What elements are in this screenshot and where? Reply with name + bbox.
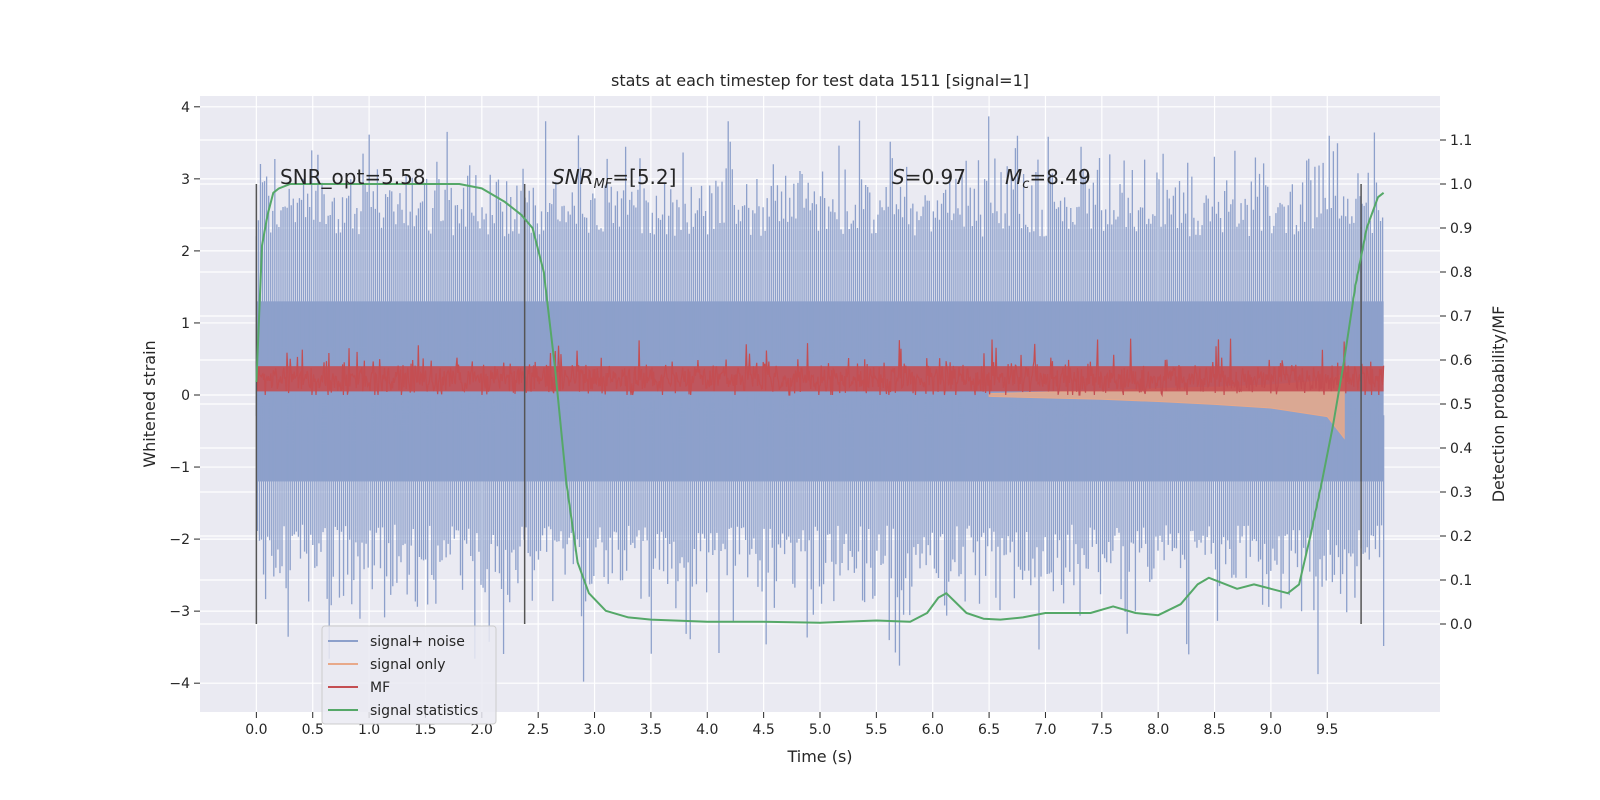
x-tick-label: 5.0 — [809, 722, 831, 738]
x-tick-label: 1.0 — [358, 722, 380, 738]
x-tick-label: 8.0 — [1147, 722, 1169, 738]
x-tick-labels: 0.0 0.5 1.0 1.5 2.0 2.5 3.0 3.5 4.0 4.5 5.0 5.5 6.0 6… — [245, 712, 1338, 738]
s-symbol: S — [892, 165, 905, 189]
y-tick-label: 4 — [181, 100, 190, 116]
signal-noise-trace-down — [256, 333, 1385, 682]
x-tick-label: 2.0 — [471, 722, 493, 738]
signal-statistics-line — [255, 183, 1385, 624]
mc-annotation: Mc=8.49 — [1005, 165, 1091, 192]
y-right-tick-label: 0.4 — [1450, 441, 1472, 457]
x-axis-label: Time (s) — [786, 747, 852, 766]
x-tick-label: 8.5 — [1203, 722, 1225, 738]
legend-box — [321, 625, 497, 725]
snr-opt-annotation: SNR_opt=5.58 — [280, 165, 426, 189]
x-tick-label: 9.0 — [1260, 722, 1282, 738]
y-right-tick-label: 0.0 — [1450, 617, 1472, 633]
y-right-tick-label: 1.0 — [1450, 177, 1472, 193]
y-right-axis-label: Detection probability/MF — [1489, 306, 1508, 503]
y-tick-label: −2 — [169, 532, 190, 548]
x-tick-label: 2.5 — [527, 722, 549, 738]
x-tick-label: 1.5 — [414, 722, 436, 738]
snr-mf-subscript: MF — [594, 177, 613, 192]
y-tick-labels: −4 −3 −2 −1 0 1 2 3 4 — [169, 100, 200, 692]
legend-label-mf: MF — [370, 680, 390, 696]
y-tick-label: −1 — [169, 460, 190, 476]
x-tick-label: 0.0 — [245, 722, 267, 738]
x-tick-label: 5.5 — [865, 722, 887, 738]
x-tick-label: 3.5 — [640, 722, 662, 738]
signal-statistics-series — [255, 183, 1385, 624]
x-tick-label: 6.5 — [978, 722, 1000, 738]
mf-line — [255, 338, 1385, 398]
mc-symbol: M — [1005, 165, 1022, 189]
y-tick-label: 3 — [181, 172, 190, 188]
snr-mf-annotation: SNRMF=[5.2] — [552, 165, 676, 192]
y-right-tick-label: 0.3 — [1450, 485, 1472, 501]
x-tick-label: 7.0 — [1034, 722, 1056, 738]
y-right-tick-label: 0.8 — [1450, 265, 1472, 281]
mf-series — [255, 338, 1385, 398]
snr-mf-value: =[5.2] — [612, 165, 676, 189]
legend-label-signal-only: signal only — [370, 657, 445, 673]
x-tick-label: 3.0 — [583, 722, 605, 738]
y-tick-label: 2 — [181, 244, 190, 260]
mc-subscript: c — [1022, 177, 1029, 192]
y-right-tick-label: 0.6 — [1450, 353, 1472, 369]
y-right-tick-label: 0.7 — [1450, 309, 1472, 325]
x-tick-label: 9.5 — [1316, 722, 1338, 738]
y-axis-label: Whitened strain — [140, 340, 159, 467]
s-value: =0.97 — [905, 165, 966, 189]
legend-label-signal-noise: signal+ noise — [370, 634, 465, 650]
x-tick-label: 4.5 — [753, 722, 775, 738]
y-tick-label: −4 — [169, 676, 190, 692]
chart-title: stats at each timestep for test data 151… — [611, 71, 1029, 90]
mc-value: =8.49 — [1029, 165, 1090, 189]
x-tick-label: 4.0 — [696, 722, 718, 738]
y-right-tick-label: 0.1 — [1450, 573, 1472, 589]
y-right-tick-label: 0.5 — [1450, 397, 1472, 413]
y-right-tick-label: 1.1 — [1450, 133, 1472, 149]
y-tick-label: −3 — [169, 604, 190, 620]
y-right-tick-labels: 0.0 0.1 0.2 0.3 0.4 0.5 0.6 0.7 0.8 0.9 1.0 1.1 — [1440, 133, 1472, 633]
x-tick-label: 6.0 — [922, 722, 944, 738]
x-tick-label: 7.5 — [1091, 722, 1113, 738]
snr-mf-symbol: SNR — [552, 165, 594, 189]
y-right-tick-label: 0.2 — [1450, 529, 1472, 545]
legend: signal+ noise signal only MF signal stat… — [321, 625, 497, 725]
legend-label-signal-statistics: signal statistics — [370, 703, 478, 719]
y-tick-label: 1 — [181, 316, 190, 332]
y-right-tick-label: 0.9 — [1450, 221, 1472, 237]
y-tick-label: 0 — [181, 388, 190, 404]
s-annotation: S=0.97 — [892, 165, 966, 189]
x-tick-label: 0.5 — [302, 722, 324, 738]
